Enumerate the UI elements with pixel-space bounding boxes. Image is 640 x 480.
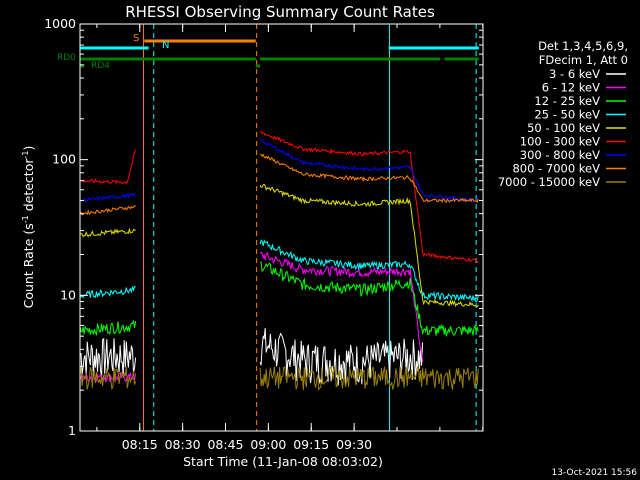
series-trace-8-part-1 bbox=[79, 205, 136, 216]
y-tick-label-4: 1000 bbox=[44, 16, 76, 31]
series-trace-4-part-1 bbox=[79, 285, 136, 299]
series-trace-9-part-2 bbox=[259, 365, 479, 392]
flag-label-rd4: RD4 bbox=[91, 61, 110, 71]
series-trace-3-part-1 bbox=[79, 320, 137, 336]
series-trace-6-part-1 bbox=[79, 149, 137, 185]
flag-label-s: S bbox=[133, 33, 139, 44]
x-tick-label-2: 08:30 bbox=[165, 437, 201, 452]
legend-label-4: 25 - 50 keV bbox=[534, 108, 600, 122]
legend-label-9: 7000 - 15000 keV bbox=[498, 175, 600, 189]
y-axis-label: Count Rate (s-1 detector-1) bbox=[21, 146, 36, 309]
x-tick-label-5: 09:15 bbox=[293, 437, 329, 452]
series-trace-1-part-1 bbox=[79, 337, 137, 378]
x-tick-label-1: 08:15 bbox=[122, 437, 158, 452]
y-axis: 1 10 100 1000 bbox=[44, 16, 483, 438]
y-tick-label-2: 10 bbox=[60, 287, 76, 302]
legend-label-1: 3 - 6 keV bbox=[549, 67, 600, 81]
legend-label-5: 50 - 100 keV bbox=[527, 121, 600, 135]
legend-label-7: 300 - 800 keV bbox=[520, 148, 600, 162]
x-axis-label: Start Time (11-Jan-08 08:03:02) bbox=[183, 454, 383, 469]
x-tick-label-6: 09:30 bbox=[336, 437, 372, 452]
x-axis: 08:15 08:30 08:45 09:00 09:15 09:30 bbox=[96, 24, 484, 452]
flag-label-n: N bbox=[162, 40, 169, 51]
plot-frame bbox=[79, 23, 484, 432]
x-tick-label-4: 09:00 bbox=[250, 437, 286, 452]
x-tick-label-3: 08:45 bbox=[207, 437, 243, 452]
series-trace-3-part-2 bbox=[260, 261, 479, 337]
series-trace-6-part-2 bbox=[259, 130, 479, 264]
legend-label-6: 100 - 300 keV bbox=[520, 135, 600, 149]
chart-title: RHESSI Observing Summary Count Rates bbox=[125, 3, 435, 21]
series-trace-4-part-2 bbox=[259, 239, 479, 303]
footer-timestamp: 13-Oct-2021 15:56 bbox=[552, 468, 638, 478]
series-trace-7-part-2 bbox=[259, 138, 479, 203]
series-trace-5-part-2 bbox=[259, 183, 479, 308]
series-trace-1-part-2 bbox=[259, 328, 424, 386]
series-trace-7-part-1 bbox=[79, 192, 137, 203]
series-trace-9-part-1 bbox=[79, 366, 137, 391]
legend-label-8: 800 - 7000 keV bbox=[512, 162, 600, 176]
series-trace-8-part-2 bbox=[259, 153, 479, 204]
legend-label-3: 12 - 25 keV bbox=[534, 94, 600, 108]
y-tick-label-3: 100 bbox=[52, 152, 76, 167]
legend-header-1: Det 1,3,4,5,6,9, bbox=[538, 39, 628, 53]
series-trace-2-part-2 bbox=[259, 251, 424, 362]
series-trace-5-part-1 bbox=[79, 227, 136, 238]
legend-label-2: 6 - 12 keV bbox=[542, 81, 600, 95]
legend: Det 1,3,4,5,6,9, FDecim 1, Att 0 3 - 6 k… bbox=[498, 39, 628, 189]
flag-label-rd0: RD0 bbox=[57, 53, 76, 63]
legend-header-2: FDecim 1, Att 0 bbox=[539, 53, 628, 67]
plot-area: S N RD0 RD4 bbox=[57, 24, 479, 431]
y-tick-label-1: 1 bbox=[68, 423, 76, 438]
